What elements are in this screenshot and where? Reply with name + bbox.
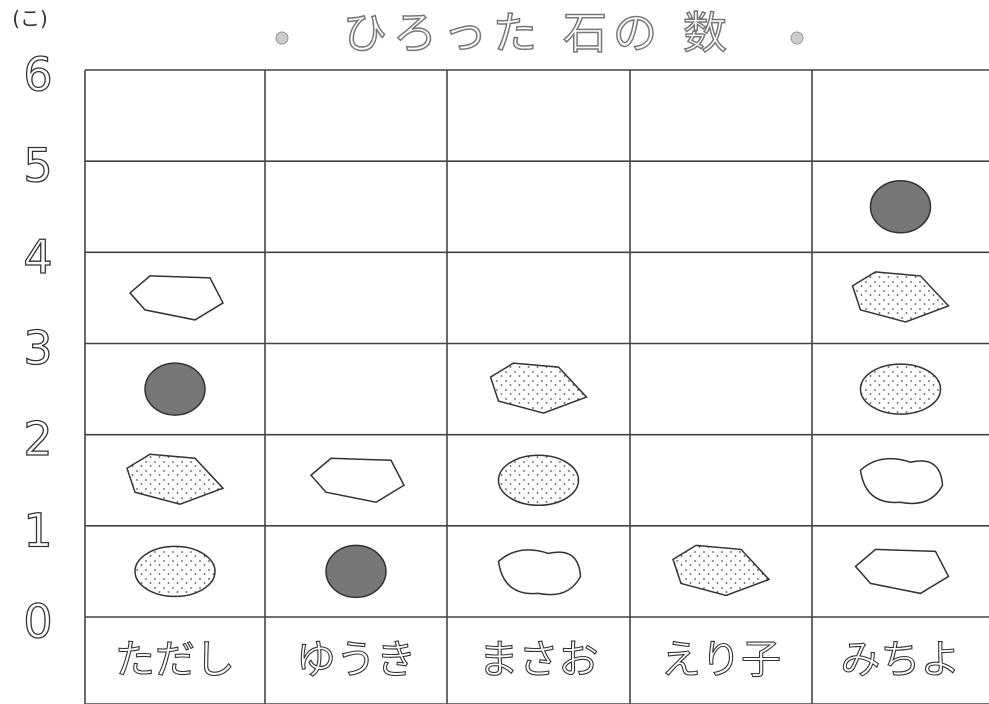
stone [851, 271, 950, 323]
x-tick-label: えり子 [661, 637, 781, 683]
y-tick-label: 5 [23, 139, 52, 193]
x-tick-label: まさお [479, 637, 599, 683]
stone [144, 362, 206, 416]
x-tick-label: ただし [115, 637, 235, 683]
y-tick-label: 6 [23, 48, 52, 102]
y-tick-label: 0 [23, 595, 52, 649]
y-unit: (こ) [12, 7, 48, 31]
y-tick-label: 1 [23, 503, 52, 557]
stone [309, 457, 405, 504]
stone [869, 180, 932, 234]
title-decoration [790, 31, 804, 45]
pictograph-column [672, 544, 771, 597]
stone [854, 548, 950, 595]
title-decoration [275, 31, 289, 45]
stone [497, 549, 582, 596]
y-tick-label: 4 [23, 230, 52, 284]
stone [497, 454, 580, 506]
y-tick-label: 3 [23, 321, 52, 375]
x-tick-label: みちよ [841, 637, 961, 683]
pictograph-column [309, 457, 405, 599]
stone [325, 544, 387, 599]
stone [134, 545, 216, 598]
stone [128, 275, 224, 321]
pictograph-column [126, 275, 225, 598]
chart-title: ひろった 石の 数 [343, 8, 733, 59]
pictograph-column [851, 180, 950, 595]
pictograph-column [489, 362, 588, 596]
x-tick-label: ゆうき [296, 637, 416, 683]
stone [859, 457, 944, 505]
stone [672, 544, 771, 597]
y-tick-label: 2 [23, 412, 52, 466]
stone [489, 362, 588, 414]
stone [126, 453, 225, 506]
stone [859, 363, 942, 415]
